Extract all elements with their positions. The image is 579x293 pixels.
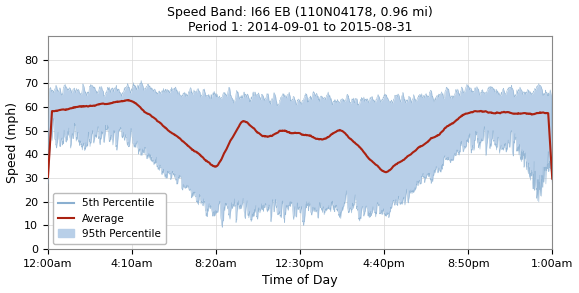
Y-axis label: Speed (mph): Speed (mph) (6, 102, 19, 183)
Title: Speed Band: I66 EB (110N04178, 0.96 mi)
Period 1: 2014-09-01 to 2015-08-31: Speed Band: I66 EB (110N04178, 0.96 mi) … (167, 6, 433, 34)
Legend: 5th Percentile, Average, 95th Percentile: 5th Percentile, Average, 95th Percentile (53, 193, 166, 244)
X-axis label: Time of Day: Time of Day (262, 275, 338, 287)
